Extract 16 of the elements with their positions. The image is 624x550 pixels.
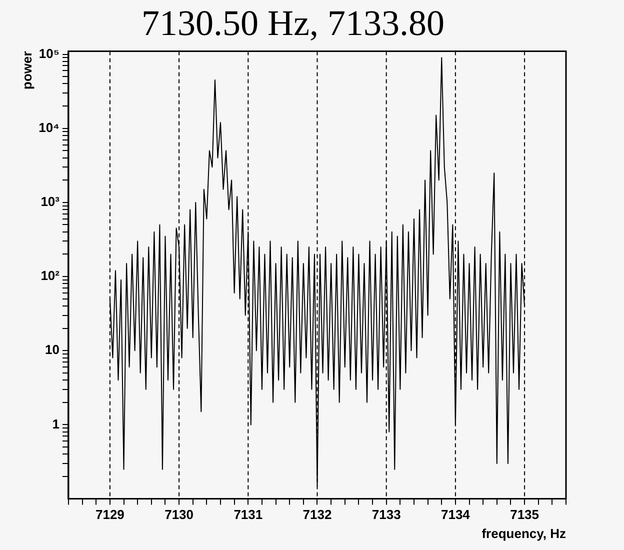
y-tick-label: 10 bbox=[45, 342, 60, 358]
x-tick-label: 7131 bbox=[234, 507, 263, 522]
y-axis-title: power bbox=[19, 51, 34, 90]
x-axis-title: frequency, Hz bbox=[482, 526, 566, 541]
y-tick-label: 10⁵ bbox=[38, 46, 60, 61]
chart-title: 7130.50 Hz, 7133.80 bbox=[142, 3, 444, 44]
y-tick-label: 10² bbox=[40, 268, 60, 284]
x-tick-label: 7134 bbox=[440, 507, 471, 522]
x-tick-label: 7132 bbox=[302, 507, 332, 522]
y-tick-label: 10³ bbox=[40, 194, 60, 210]
y-tick-label: 10⁴ bbox=[38, 120, 60, 135]
x-tick-label: 7135 bbox=[510, 507, 539, 522]
x-tick-label: 7133 bbox=[372, 507, 401, 522]
x-tick-label: 7130 bbox=[164, 507, 194, 522]
x-tick-label: 7129 bbox=[95, 507, 124, 522]
y-tick-label: 1 bbox=[52, 416, 60, 432]
